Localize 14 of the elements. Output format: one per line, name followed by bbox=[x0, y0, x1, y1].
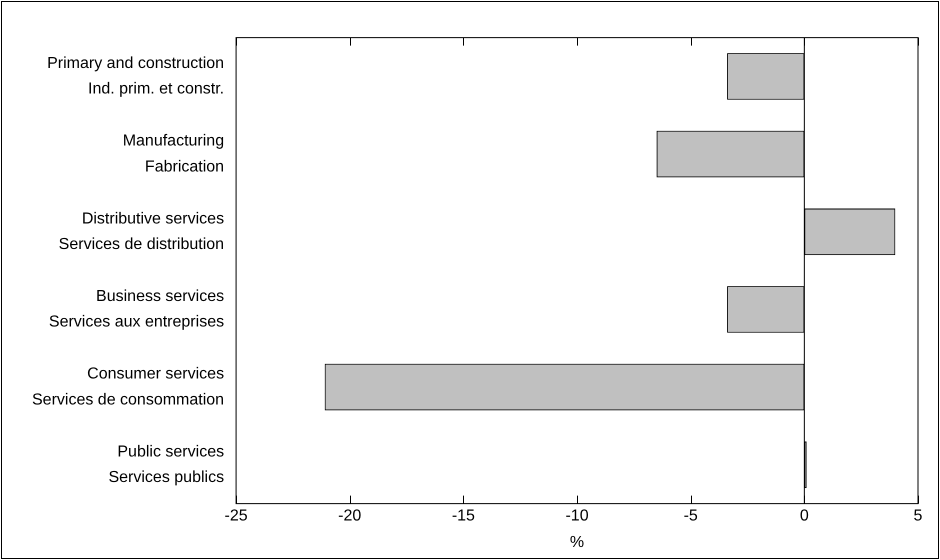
y-tick-label: Business services Services aux entreprises bbox=[48, 288, 224, 331]
x-axis-title: % bbox=[570, 534, 584, 551]
y-tick-label: Public services Services publics bbox=[108, 443, 224, 486]
x-tick-label: -10 bbox=[565, 508, 589, 525]
y-tick-label: Primary and construction Ind. prim. et constr. bbox=[47, 55, 224, 98]
x-tick-label: 0 bbox=[800, 508, 809, 525]
x-tick-label: -25 bbox=[224, 508, 248, 525]
x-tick-label: -15 bbox=[452, 508, 476, 525]
x-tick-label: -20 bbox=[338, 508, 362, 525]
y-tick-label: Distributive services Services de distribution bbox=[58, 210, 224, 253]
y-tick-label: Consumer services Services de consommation bbox=[32, 366, 224, 408]
x-tick-label: 5 bbox=[914, 508, 923, 525]
x-tick-label: -5 bbox=[684, 508, 698, 525]
y-tick-label: Manufacturing Fabrication bbox=[122, 132, 224, 176]
